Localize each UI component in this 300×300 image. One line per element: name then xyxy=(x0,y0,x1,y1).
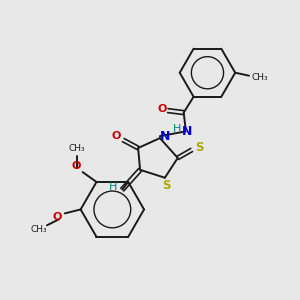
Text: H: H xyxy=(109,182,118,192)
Text: CH₃: CH₃ xyxy=(251,73,268,82)
Text: N: N xyxy=(182,125,192,138)
Text: H: H xyxy=(172,124,181,134)
Text: O: O xyxy=(112,131,121,141)
Text: N: N xyxy=(160,130,170,142)
Text: O: O xyxy=(157,103,167,114)
Text: S: S xyxy=(195,140,204,154)
Text: S: S xyxy=(163,179,171,192)
Text: O: O xyxy=(72,161,81,171)
Text: CH₃: CH₃ xyxy=(68,144,85,153)
Text: CH₃: CH₃ xyxy=(31,225,47,234)
Text: O: O xyxy=(52,212,62,222)
